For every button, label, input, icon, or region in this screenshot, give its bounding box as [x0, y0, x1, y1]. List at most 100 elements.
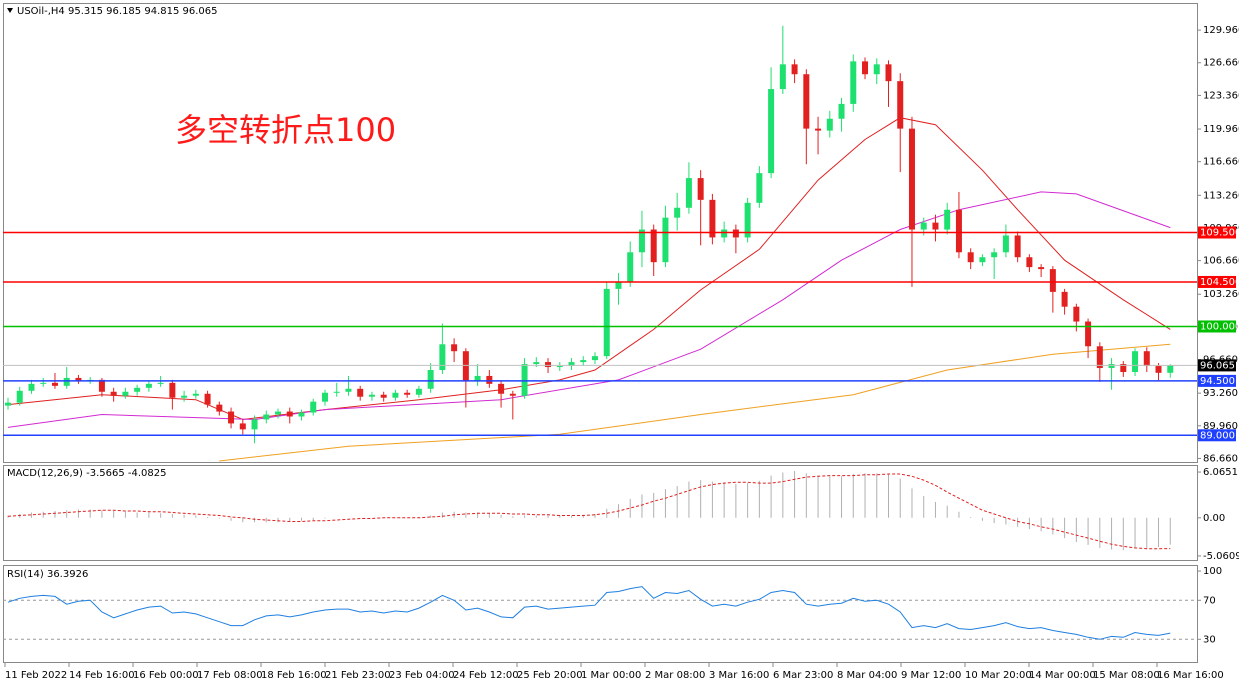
- candle-body: [1049, 269, 1056, 292]
- macd-panel: [3, 465, 1198, 561]
- candle-body: [768, 89, 775, 174]
- y-tick-label: 30: [1203, 634, 1216, 645]
- rsi-panel: [3, 565, 1198, 663]
- candle-body: [51, 382, 58, 386]
- candle-body: [1073, 306, 1080, 322]
- candle-body: [991, 252, 998, 258]
- annotation: 多空转折点100: [175, 111, 396, 149]
- candle-body: [967, 252, 974, 263]
- candle-body: [28, 383, 35, 391]
- x-tick-label: 16 Mar 16:00: [1157, 670, 1224, 681]
- candle-body: [815, 128, 822, 131]
- y-tick-label: 113.260: [1203, 190, 1239, 201]
- candle-body: [110, 391, 117, 396]
- moving-average: [7, 117, 1171, 421]
- candle-body: [286, 411, 293, 417]
- candle-body: [1085, 321, 1092, 347]
- y-tick-label: 6.0651: [1203, 467, 1238, 478]
- candle-body: [228, 411, 235, 424]
- x-tick-label: 9 Mar 12:00: [901, 670, 961, 681]
- candle-body: [204, 393, 211, 405]
- candle-body: [310, 401, 317, 413]
- candle-body: [1026, 257, 1033, 268]
- y-tick-label: 123.360: [1203, 90, 1239, 101]
- candle-body: [885, 64, 892, 82]
- candle-body: [533, 362, 540, 365]
- candle-body: [345, 388, 352, 392]
- x-tick-label: 14 Feb 16:00: [69, 670, 135, 681]
- candle-body: [674, 207, 681, 218]
- candle-body: [474, 375, 481, 381]
- candle-body: [955, 209, 962, 253]
- candle-body: [932, 222, 939, 230]
- candle-body: [1155, 366, 1162, 373]
- level-tag: [1198, 429, 1236, 442]
- x-tick-label: 11 Feb 2022: [5, 670, 67, 681]
- x-tick-label: 14 Mar 00:00: [1029, 670, 1096, 681]
- candle-body: [521, 364, 528, 396]
- candle-body: [545, 362, 552, 368]
- rsi-title: RSI(14) 36.3926: [7, 569, 88, 580]
- ohlc-label: 95.315 96.185 94.815 96.065: [68, 6, 218, 17]
- candle-body: [920, 222, 927, 230]
- candle-body: [462, 351, 469, 381]
- candle-body: [803, 74, 810, 129]
- candle-body: [216, 404, 223, 412]
- x-tick-label: 8 Mar 04:00: [837, 670, 897, 681]
- x-tick-label: 23 Feb 04:00: [389, 670, 455, 681]
- candle-body: [779, 64, 786, 90]
- candle-body: [169, 382, 176, 398]
- candle-body: [98, 379, 105, 392]
- x-tick-label: 1 Mar 00:00: [581, 670, 641, 681]
- macd-signal: [7, 473, 1171, 550]
- candle-body: [427, 370, 434, 389]
- level-label: 109.500: [1200, 228, 1239, 239]
- candle-body: [650, 229, 657, 263]
- level-label: 104.500: [1200, 277, 1239, 288]
- y-tick-label: 70: [1203, 595, 1216, 606]
- x-tick-label: 2 Mar 08:00: [645, 670, 705, 681]
- candle-body: [826, 118, 833, 131]
- candle-body: [181, 395, 188, 398]
- candle-body: [145, 383, 152, 388]
- candle-body: [908, 128, 915, 230]
- candle-body: [615, 281, 622, 289]
- x-tick-label: 24 Feb 12:00: [453, 670, 519, 681]
- candle-body: [979, 257, 986, 263]
- candle-body: [944, 209, 951, 230]
- level-tag: [1198, 374, 1236, 387]
- candle-body: [580, 360, 587, 363]
- candle-body: [5, 402, 11, 406]
- level-label: 89.000: [1200, 430, 1235, 441]
- candle-body: [357, 388, 364, 397]
- candle-body: [509, 393, 516, 396]
- candle-body: [897, 81, 904, 129]
- menu-arrow: [7, 8, 13, 13]
- y-tick-label: 0.00: [1203, 513, 1225, 524]
- candle-body: [498, 383, 505, 394]
- candle-body: [791, 64, 798, 75]
- x-tick-label: 6 Mar 23:00: [773, 670, 833, 681]
- candle-body: [321, 392, 328, 402]
- y-tick-label: 103.260: [1203, 289, 1239, 300]
- x-tick-label: 21 Feb 23:00: [325, 670, 391, 681]
- macd-title: MACD(12,26,9) -3.5665 -4.0825: [7, 468, 167, 479]
- rsi-line: [7, 586, 1171, 640]
- x-tick-label: 3 Mar 16:00: [709, 670, 769, 681]
- candle-body: [134, 387, 141, 392]
- candle-body: [192, 393, 199, 396]
- candle-body: [298, 412, 305, 417]
- candle-body: [1108, 364, 1115, 369]
- candle-body: [721, 229, 728, 238]
- candle-body: [1143, 351, 1150, 367]
- candle-body: [1096, 346, 1103, 369]
- candle-body: [627, 252, 634, 282]
- candle-body: [862, 61, 869, 75]
- candle-body: [709, 199, 716, 238]
- candle-body: [592, 356, 598, 361]
- candle-body: [838, 103, 845, 119]
- candle-body: [75, 377, 82, 381]
- x-tick-label: 18 Feb 16:00: [261, 670, 327, 681]
- y-tick-label: 89.960: [1203, 421, 1238, 432]
- y-tick-label: 119.960: [1203, 124, 1239, 135]
